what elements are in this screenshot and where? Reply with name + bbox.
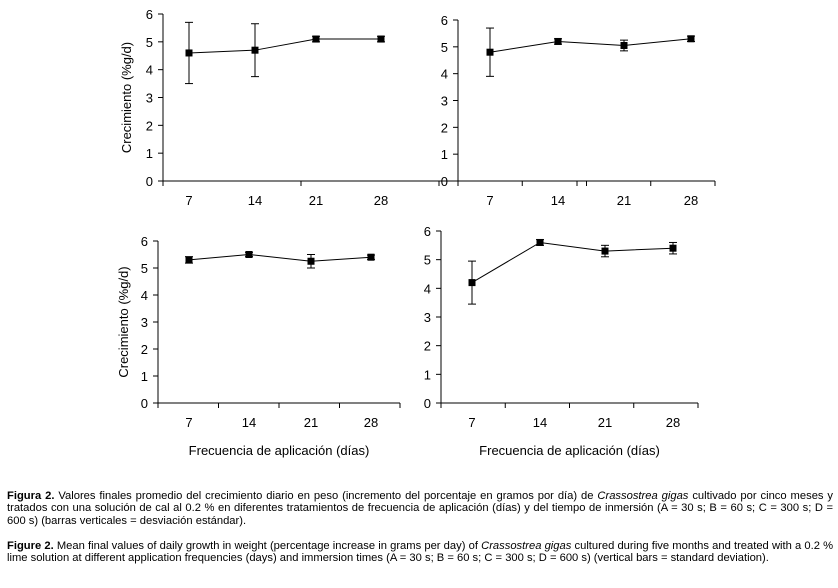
- y-axis-title: Crecimiento (%g/d): [116, 266, 131, 377]
- y-tick-label: 0: [424, 396, 431, 411]
- data-point: [377, 35, 385, 43]
- series-line: [471, 241, 674, 284]
- caption-es-label: Figura 2.: [7, 490, 55, 502]
- y-tick-label: 2: [146, 118, 153, 133]
- y-tick-label: 3: [146, 91, 153, 106]
- x-tick-label: 14: [533, 415, 547, 430]
- y-axis-title: Crecimiento (%g/d): [119, 42, 134, 153]
- data-point: [620, 41, 628, 49]
- data-point: [554, 37, 562, 45]
- x-tick-label: 21: [598, 415, 612, 430]
- y-tick-label: 6: [441, 13, 448, 28]
- y-tick-label: 5: [441, 40, 448, 55]
- x-tick-label: 14: [242, 415, 256, 430]
- caption-en-species: Crassostrea gigas: [481, 540, 572, 552]
- y-tick-label: 5: [146, 35, 153, 50]
- y-tick-label: 3: [424, 310, 431, 325]
- x-tick-label: 28: [684, 193, 698, 208]
- x-tick-label: 21: [617, 193, 631, 208]
- data-point: [312, 35, 320, 43]
- data-point: [251, 46, 259, 54]
- x-tick-label: 28: [374, 193, 388, 208]
- caption-en-text-2: cultured during five months and treated …: [7, 540, 834, 565]
- data-point: [669, 244, 677, 252]
- x-tick-label: 14: [248, 193, 262, 208]
- y-tick-label: 1: [141, 369, 148, 384]
- y-tick-label: 5: [424, 253, 431, 268]
- y-tick-label: 0: [441, 174, 448, 189]
- y-tick-label: 6: [146, 7, 153, 22]
- x-tick-label: 21: [304, 415, 318, 430]
- x-axis-title: Frecuencia de aplicación (días): [479, 443, 660, 458]
- panel-d: 0 1 2 3 4 5 6 7 14 21 28 Frecuencia de aplicación (…: [424, 224, 699, 458]
- y-tick-label: 5: [141, 261, 148, 276]
- caption-english: Figure 2. Mean final values of daily gro…: [7, 540, 833, 565]
- data-point: [601, 247, 609, 255]
- caption-spanish: Figura 2. Valores finales promedio del c…: [7, 490, 833, 527]
- data-point: [245, 251, 253, 258]
- y-tick-label: 1: [441, 147, 448, 162]
- panel-b: 0 1 2 3 4 5 6 7 14 21 28: [441, 13, 716, 208]
- data-point: [468, 279, 476, 287]
- caption-es-text-1: Valores finales promedio del crecimiento…: [58, 490, 594, 502]
- y-tick-label: 6: [141, 234, 148, 249]
- x-tick-label: 7: [486, 193, 493, 208]
- series-line: [489, 38, 692, 53]
- series-line: [188, 253, 372, 262]
- y-tick-label: 3: [141, 315, 148, 330]
- caption-es-species: Crassostrea gigas: [597, 490, 689, 502]
- data-point: [486, 48, 494, 56]
- data-point: [367, 253, 375, 261]
- y-tick-label: 3: [441, 94, 448, 109]
- y-tick-label: 4: [141, 288, 148, 303]
- panel-c: 0 1 2 3 4 5 6 7 14 21 28 Crecimiento (%g/d) Frecuenc…: [116, 234, 401, 458]
- y-tick-label: 1: [424, 367, 431, 382]
- series-line: [188, 38, 381, 54]
- x-axis-title: Frecuencia de aplicación (días): [189, 443, 370, 458]
- x-tick-label: 7: [468, 415, 475, 430]
- y-tick-label: 4: [424, 281, 431, 296]
- data-point: [185, 49, 193, 57]
- x-tick-label: 14: [551, 193, 565, 208]
- data-point: [536, 238, 544, 246]
- data-point: [307, 257, 315, 265]
- y-tick-label: 1: [146, 146, 153, 161]
- y-tick-label: 4: [146, 63, 153, 78]
- y-tick-label: 0: [141, 396, 148, 411]
- y-tick-label: 2: [441, 120, 448, 135]
- data-point: [185, 256, 193, 264]
- data-point: [687, 35, 695, 43]
- y-tick-label: 6: [424, 224, 431, 239]
- y-tick-label: 2: [141, 342, 148, 357]
- x-tick-label: 7: [185, 193, 192, 208]
- caption-es-text-2: cultivado por cinco meses y tratados con…: [7, 490, 834, 527]
- x-tick-label: 28: [364, 415, 378, 430]
- y-tick-label: 4: [441, 67, 448, 82]
- y-tick-label: 0: [146, 174, 153, 189]
- caption-en-label: Figure 2.: [7, 540, 54, 552]
- x-tick-label: 7: [185, 415, 192, 430]
- x-tick-label: 21: [309, 193, 323, 208]
- caption-en-text-1: Mean final values of daily growth in wei…: [56, 540, 478, 552]
- y-tick-label: 2: [424, 339, 431, 354]
- x-tick-label: 28: [666, 415, 680, 430]
